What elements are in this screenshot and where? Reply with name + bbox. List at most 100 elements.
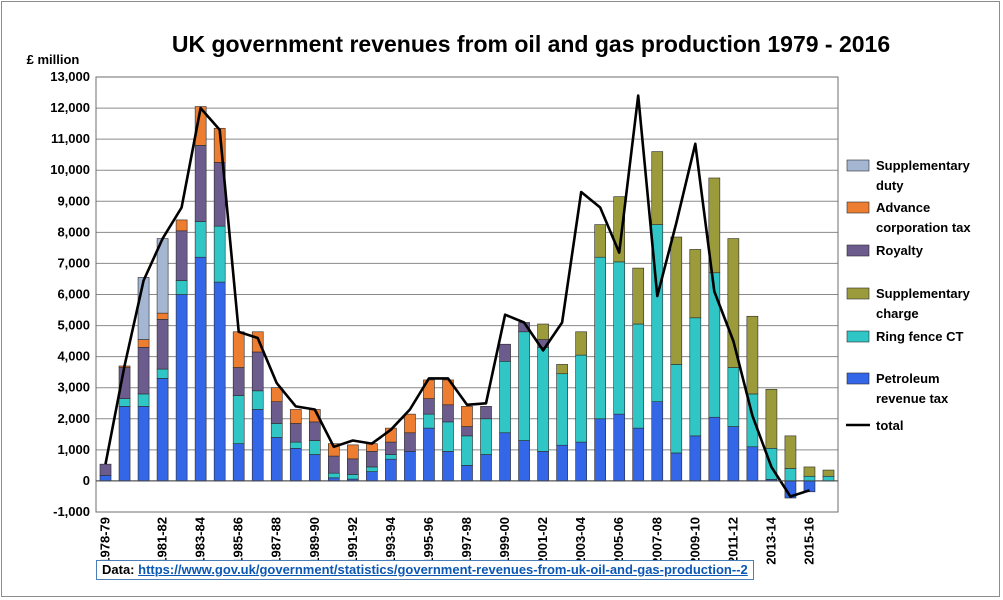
bar-segment: [423, 413, 435, 429]
legend-label: duty: [876, 178, 904, 193]
x-tick-label: 1983-84: [193, 516, 208, 564]
bar-segment: [442, 451, 454, 482]
bar-segment: [270, 387, 283, 402]
y-tick-label: 0: [83, 473, 90, 488]
bar-segment: [137, 393, 150, 407]
bar-segment: [385, 454, 397, 460]
bar-segment: [537, 451, 549, 482]
y-tick-label: -1,000: [53, 504, 90, 519]
legend-label: Royalty: [876, 243, 924, 258]
bar-segment: [308, 454, 321, 482]
bar-segment: [194, 256, 207, 482]
bar-segment: [461, 406, 473, 427]
bar-segment: [613, 196, 626, 263]
bar-segment: [784, 435, 797, 469]
y-tick-label: 8,000: [57, 224, 90, 239]
y-tick-label: 2,000: [57, 411, 90, 426]
x-tick-label: 1981-82: [155, 517, 170, 565]
bar-segment: [289, 423, 302, 443]
bar-segment: [575, 441, 587, 482]
y-tick-label: 12,000: [50, 100, 90, 115]
x-tick-label: 2013-14: [763, 516, 778, 564]
bar-segment: [499, 361, 511, 434]
legend-swatch: [846, 244, 870, 257]
bar-segment: [194, 106, 207, 146]
legend-label: total: [876, 418, 903, 433]
x-tick-labels: 1978-79 1981-82 1983-84 1985-86 1987-88 1989-…: [98, 516, 817, 564]
bar-segment: [156, 312, 169, 320]
legend-swatch: [846, 159, 870, 172]
bar-segment: [289, 448, 302, 482]
bar-segment: [689, 249, 702, 319]
legend-label: Ring fence CT: [876, 329, 963, 344]
bar-segment: [651, 401, 664, 482]
y-axis-unit-label: £ million: [27, 52, 80, 67]
x-tick-label: 1993-94: [383, 516, 398, 564]
y-tick-label: 7,000: [57, 255, 90, 270]
bar-segment: [822, 469, 835, 477]
y-tick-label: 6,000: [57, 287, 90, 302]
y-tick-label: 13,000: [50, 69, 90, 84]
bar-segment: [708, 177, 721, 274]
bar-segment: [232, 395, 245, 444]
bar-segment: [213, 225, 226, 283]
legend-swatch: [846, 330, 870, 343]
bar-segment: [822, 475, 835, 482]
legend-swatch: [846, 201, 870, 214]
bar-segment: [347, 444, 359, 460]
bar-segment: [289, 409, 302, 424]
bar-segment: [518, 331, 530, 441]
bar-segment: [251, 331, 264, 353]
bar-segment: [118, 406, 131, 482]
bar-segment: [518, 440, 530, 482]
bar-segment: [613, 413, 626, 482]
x-tick-label: 2009-10: [687, 517, 702, 565]
x-tick-label: 1989-90: [307, 517, 322, 565]
bar-segment: [556, 364, 568, 375]
bar-segment: [784, 468, 797, 482]
bar-segment: [175, 294, 188, 482]
legend-label: Advance: [876, 200, 930, 215]
data-source-box: Data: https://www.gov.uk/government/stat…: [96, 560, 754, 580]
bar-segment: [270, 423, 283, 438]
bar-segment: [404, 432, 416, 452]
bar-segment: [366, 466, 378, 472]
y-tick-label: 3,000: [57, 380, 90, 395]
bar-segment: [175, 230, 188, 281]
x-tick-label: 2005-06: [611, 517, 626, 565]
bar-segment: [385, 441, 397, 455]
bar-segment: [423, 427, 435, 482]
legend-label: charge: [876, 306, 919, 321]
legend-swatch: [846, 372, 870, 385]
y-tick-labels: -1,000 0 1,000 2,000 3,000 4,000 5,000 6,000 7,0…: [50, 69, 90, 519]
x-tick-label: 2011-12: [725, 517, 740, 564]
legend-label: corporation tax: [876, 220, 971, 235]
bar-segment: [137, 277, 150, 340]
legend-label: revenue tax: [876, 391, 949, 406]
bar-segment: [632, 267, 645, 325]
bar-segment: [423, 398, 435, 415]
bar-segment: [270, 401, 283, 424]
x-tick-label: 1987-88: [269, 517, 284, 565]
x-tick-label: 1997-98: [459, 517, 474, 565]
bar-segment: [537, 347, 549, 452]
data-source-link[interactable]: https://www.gov.uk/government/statistics…: [138, 562, 748, 577]
bar-segment: [175, 280, 188, 295]
bar-segment: [404, 413, 416, 434]
bar-segment: [556, 373, 568, 446]
bar-segment: [499, 343, 511, 362]
x-tick-label: 1985-86: [231, 517, 246, 565]
bar-segment: [689, 435, 702, 482]
legend-label: Supplementary: [876, 158, 971, 173]
bar-segment: [670, 236, 683, 365]
bar-stacks: [99, 106, 835, 499]
bar-segment: [270, 437, 283, 482]
bar-segment: [537, 323, 549, 340]
total-line: [104, 94, 810, 498]
bar-segment: [118, 398, 131, 407]
bar-segment: [613, 261, 626, 415]
bar-segment: [480, 418, 492, 455]
y-tick-label: 9,000: [57, 193, 90, 208]
bar-segment: [765, 388, 778, 449]
